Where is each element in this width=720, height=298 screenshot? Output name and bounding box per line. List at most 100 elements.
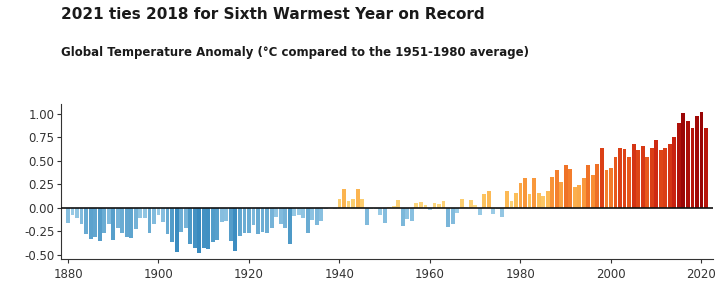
Bar (175, 208, 179, 252)
Bar (464, 207, 468, 208)
Bar (292, 208, 296, 216)
Bar (369, 208, 373, 209)
Bar (243, 208, 246, 233)
Bar (536, 193, 541, 208)
Bar (654, 140, 658, 208)
Bar (125, 208, 129, 237)
Bar (211, 208, 215, 242)
Bar (207, 208, 210, 249)
Bar (188, 208, 192, 244)
Bar (649, 148, 654, 208)
Bar (261, 208, 264, 232)
Bar (532, 179, 536, 208)
Bar (152, 208, 156, 224)
Bar (523, 178, 527, 208)
Bar (112, 208, 115, 240)
Bar (677, 123, 681, 208)
Bar (704, 128, 708, 208)
Bar (690, 128, 694, 208)
Bar (460, 199, 464, 208)
Bar (351, 199, 355, 208)
Bar (184, 208, 188, 228)
Bar (274, 208, 278, 217)
Bar (672, 137, 676, 208)
Bar (134, 208, 138, 229)
Bar (233, 208, 238, 251)
Bar (387, 207, 391, 208)
Bar (510, 201, 513, 208)
Bar (605, 170, 608, 208)
Bar (315, 208, 319, 226)
Bar (423, 205, 428, 208)
Bar (469, 200, 472, 208)
Bar (600, 148, 604, 208)
Bar (546, 191, 549, 208)
Bar (66, 208, 70, 223)
Bar (338, 199, 341, 208)
Bar (700, 112, 703, 208)
Bar (437, 204, 441, 208)
Bar (528, 195, 531, 208)
Bar (288, 208, 292, 244)
Bar (138, 208, 143, 218)
Bar (473, 205, 477, 208)
Bar (487, 191, 491, 208)
Bar (333, 208, 337, 209)
Bar (482, 195, 486, 208)
Bar (156, 208, 161, 215)
Bar (179, 208, 183, 232)
Bar (306, 208, 310, 233)
Bar (229, 208, 233, 241)
Bar (397, 200, 400, 208)
Bar (441, 201, 446, 208)
Bar (595, 164, 599, 208)
Bar (591, 175, 595, 208)
Bar (98, 208, 102, 241)
Bar (686, 121, 690, 208)
Bar (265, 208, 269, 233)
Bar (225, 208, 228, 221)
Bar (215, 208, 219, 240)
Bar (120, 208, 125, 233)
Bar (645, 157, 649, 208)
Bar (392, 206, 396, 208)
Bar (419, 202, 423, 208)
Bar (107, 208, 111, 224)
Bar (197, 208, 201, 253)
Bar (582, 179, 586, 208)
Bar (324, 208, 328, 209)
Bar (623, 149, 626, 208)
Bar (89, 208, 93, 239)
Bar (279, 208, 282, 224)
Bar (365, 208, 369, 224)
Text: Global Temperature Anomaly (°C compared to the 1951-1980 average): Global Temperature Anomaly (°C compared … (61, 46, 529, 59)
Bar (518, 183, 523, 208)
Bar (573, 187, 577, 208)
Bar (342, 189, 346, 208)
Bar (256, 208, 260, 234)
Bar (631, 144, 636, 208)
Bar (500, 208, 504, 217)
Bar (415, 203, 418, 208)
Bar (568, 169, 572, 208)
Bar (609, 168, 613, 208)
Bar (663, 148, 667, 208)
Bar (130, 208, 133, 238)
Bar (401, 208, 405, 226)
Bar (143, 208, 147, 218)
Bar (559, 182, 563, 208)
Bar (451, 208, 454, 224)
Bar (627, 157, 631, 208)
Bar (505, 191, 509, 208)
Bar (555, 170, 559, 208)
Bar (310, 208, 314, 220)
Bar (238, 208, 242, 236)
Bar (102, 208, 106, 233)
Bar (550, 177, 554, 208)
Bar (251, 208, 256, 226)
Bar (668, 144, 672, 208)
Bar (541, 196, 545, 208)
Bar (496, 208, 500, 209)
Bar (71, 208, 74, 215)
Bar (446, 208, 450, 227)
